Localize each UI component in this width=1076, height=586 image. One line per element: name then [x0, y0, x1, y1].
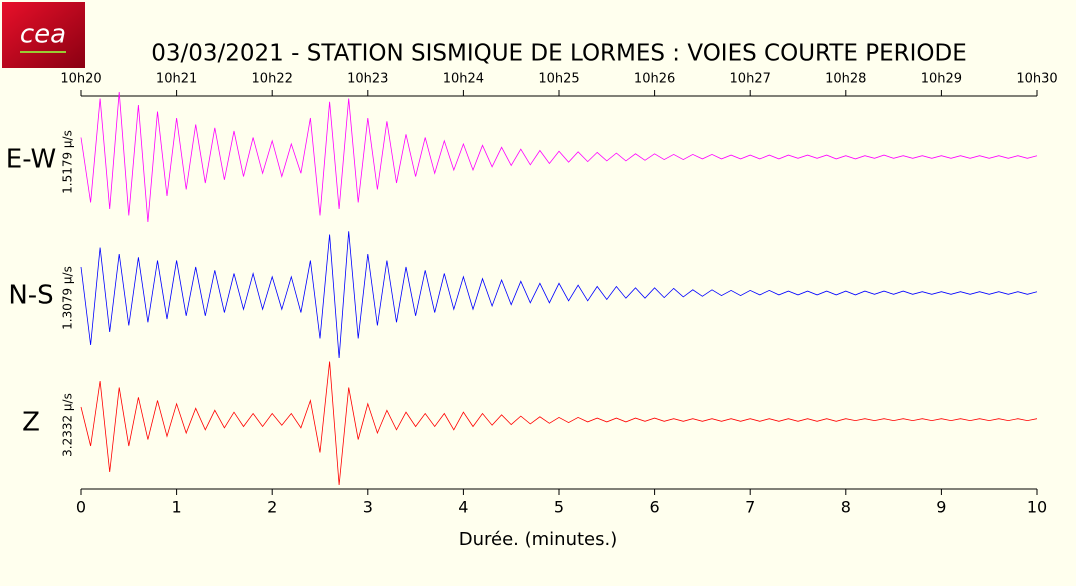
chart-title: 03/03/2021 - STATION SISMIQUE DE LORMES … — [151, 41, 967, 67]
top-tick-label: 10h24 — [443, 72, 484, 87]
top-tick-label: 10h21 — [156, 72, 197, 87]
x-tick-label: 5 — [554, 498, 564, 517]
x-tick-label: 1 — [172, 498, 182, 517]
x-tick-label: 9 — [936, 498, 946, 517]
x-tick-label: 6 — [650, 498, 660, 517]
top-tick-label: 10h22 — [252, 72, 293, 87]
trace-name: E-W — [6, 145, 56, 175]
trace-name: Z — [22, 408, 40, 438]
top-tick-label: 10h25 — [538, 72, 579, 87]
x-tick-label: 7 — [745, 498, 755, 517]
x-tick-label: 0 — [76, 498, 86, 517]
top-tick-label: 10h26 — [634, 72, 675, 87]
trace — [80, 361, 1038, 486]
top-tick-label: 10h28 — [825, 72, 866, 87]
x-tick-label: 3 — [363, 498, 373, 517]
top-tick-label: 10h23 — [347, 72, 388, 87]
trace-scale: 1.5179 µ/s — [61, 130, 75, 194]
trace-scale: 1.3079 µ/s — [61, 266, 75, 330]
x-tick-label: 10 — [1027, 498, 1047, 517]
x-tick-label: 2 — [267, 498, 277, 517]
logo — [2, 2, 85, 68]
top-tick-label: 10h20 — [60, 72, 101, 87]
trace — [80, 231, 1038, 359]
trace-scale: 3.2332 µ/s — [61, 393, 75, 457]
x-tick-label: 8 — [841, 498, 851, 517]
logo-text: cea — [20, 20, 66, 50]
x-tick-label: 4 — [458, 498, 468, 517]
top-tick-label: 10h27 — [730, 72, 771, 87]
top-tick-label: 10h29 — [921, 72, 962, 87]
trace-name: N-S — [8, 281, 53, 311]
x-axis-label: Durée. (minutes.) — [459, 529, 618, 550]
trace — [80, 91, 1038, 223]
top-tick-label: 10h30 — [1016, 72, 1057, 87]
